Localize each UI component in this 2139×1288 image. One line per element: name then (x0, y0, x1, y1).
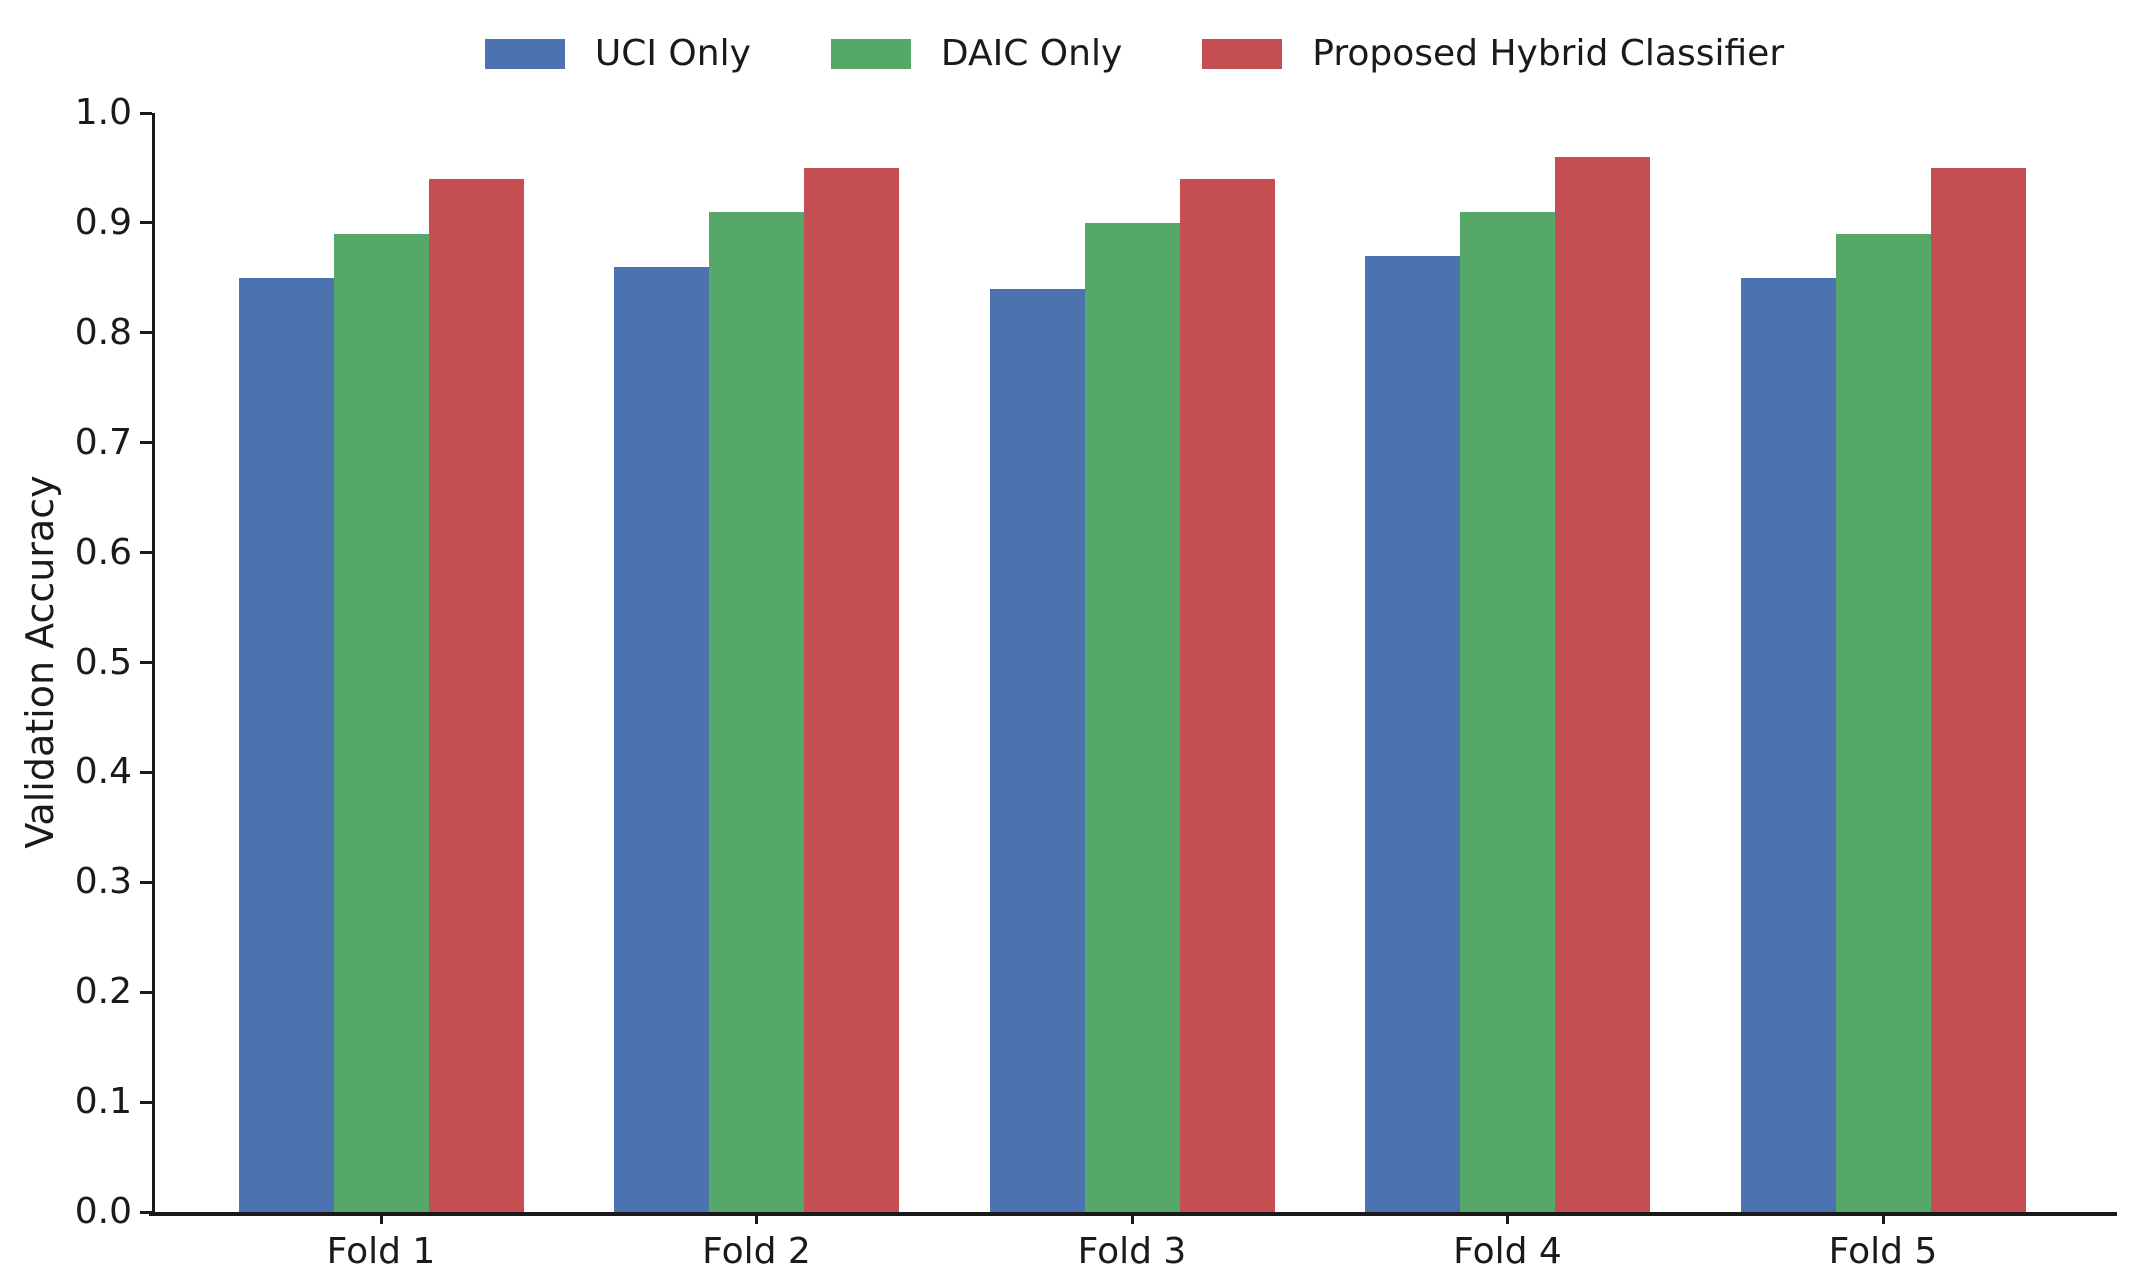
y-tick-label-0.7: 0.7 (74, 421, 132, 463)
x-tick-mark-fold-3 (1130, 1212, 1134, 1224)
x-tick-label-fold-5: Fold 5 (1828, 1231, 1938, 1272)
bar-daic-only-fold-2 (709, 211, 804, 1212)
bar-daic-only-fold-4 (1460, 211, 1555, 1212)
y-tick-label-0.2: 0.2 (74, 971, 132, 1013)
y-tick-mark-0.5 (140, 661, 152, 664)
y-tick-mark-0.6 (140, 551, 152, 555)
y-tick-mark-0.9 (140, 221, 152, 225)
bar-proposed-hybrid-classifier-fold-3 (1179, 178, 1275, 1212)
x-tick-label-fold-3: Fold 3 (1077, 1231, 1187, 1272)
legend-label-proposed-hybrid-classifier: Proposed Hybrid Classifier (1312, 33, 1785, 74)
bar-daic-only-fold-1 (333, 233, 429, 1212)
bar-proposed-hybrid-classifier-fold-5 (1930, 167, 2026, 1212)
legend-item-proposed-hybrid-classifier: Proposed Hybrid Classifier (1202, 36, 1784, 72)
x-tick-mark-fold-1 (379, 1212, 383, 1224)
legend-item-uci-only: UCI Only (484, 33, 751, 74)
bar-uci-only-fold-2 (614, 266, 709, 1212)
legend-swatch-daic-only (830, 39, 911, 69)
y-tick-mark-0.0 (140, 1210, 152, 1214)
legend-item-daic-only: DAIC Only (830, 33, 1123, 74)
legend-swatch-uci-only (484, 39, 565, 69)
y-axis-line (152, 113, 155, 1215)
y-tick-mark-0.1 (140, 1100, 152, 1104)
y-tick-mark-0.7 (140, 441, 152, 445)
bar-daic-only-fold-3 (1084, 222, 1180, 1212)
y-tick-label-1.0: 1.0 (74, 92, 132, 133)
y-tick-label-0.3: 0.3 (74, 861, 132, 903)
plot-area (152, 113, 2117, 1212)
y-tick-label-0.8: 0.8 (74, 311, 132, 353)
y-tick-label-0.6: 0.6 (74, 531, 132, 573)
bar-proposed-hybrid-classifier-fold-2 (804, 167, 899, 1212)
bar-daic-only-fold-5 (1835, 233, 1931, 1212)
y-tick-label-0.5: 0.5 (74, 641, 132, 683)
y-tick-mark-1.0 (140, 111, 152, 115)
bar-uci-only-fold-4 (1365, 255, 1460, 1212)
y-tick-label-0.9: 0.9 (74, 201, 132, 243)
y-tick-mark-0.8 (140, 331, 152, 335)
bar-uci-only-fold-3 (989, 288, 1085, 1212)
legend-label-uci-only: UCI Only (594, 33, 751, 74)
x-tick-label-fold-1: Fold 1 (326, 1231, 436, 1272)
x-tick-mark-fold-2 (755, 1212, 758, 1224)
x-tick-mark-fold-4 (1506, 1212, 1509, 1224)
x-tick-label-fold-4: Fold 4 (1453, 1231, 1562, 1272)
x-tick-mark-fold-5 (1881, 1212, 1885, 1224)
bar-proposed-hybrid-classifier-fold-1 (428, 178, 524, 1212)
y-tick-mark-0.2 (140, 990, 152, 994)
bar-uci-only-fold-1 (238, 277, 334, 1212)
y-tick-mark-0.4 (140, 770, 152, 774)
y-tick-label-0.4: 0.4 (74, 751, 132, 793)
y-tick-mark-0.3 (140, 880, 152, 884)
x-tick-label-fold-2: Fold 2 (702, 1231, 811, 1272)
legend-swatch-proposed-hybrid-classifier (1202, 39, 1283, 69)
bar-proposed-hybrid-classifier-fold-4 (1555, 156, 1650, 1212)
y-tick-label-0.1: 0.1 (74, 1081, 132, 1123)
chart-legend: UCI Only DAIC Only Proposed Hybrid Classif… (152, 30, 2117, 78)
y-tick-label-0.0: 0.0 (74, 1191, 132, 1232)
legend-label-daic-only: DAIC Only (940, 33, 1123, 74)
bar-uci-only-fold-5 (1740, 277, 1836, 1212)
